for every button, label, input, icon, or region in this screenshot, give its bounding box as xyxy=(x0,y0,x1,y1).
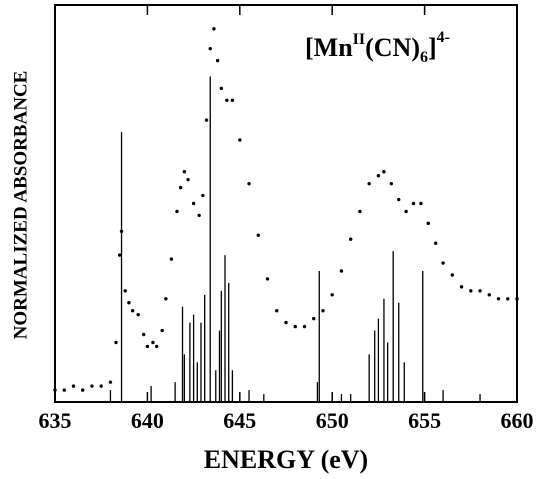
x-tick-label: 635 xyxy=(39,408,72,433)
data-point xyxy=(487,293,491,297)
x-tick-label: 650 xyxy=(316,408,349,433)
data-point xyxy=(411,201,416,206)
data-point xyxy=(53,388,57,392)
data-point xyxy=(164,297,168,301)
data-point xyxy=(186,177,190,182)
data-point xyxy=(367,181,371,186)
data-point xyxy=(238,138,242,142)
data-point xyxy=(419,201,423,206)
data-point xyxy=(256,233,260,237)
data-point xyxy=(284,320,288,325)
data-point xyxy=(230,98,235,102)
x-tick-label: 645 xyxy=(223,408,256,433)
data-point xyxy=(154,344,159,349)
annotation: [MnII(CN)6]4- xyxy=(305,29,450,66)
annotation-part: 6 xyxy=(420,49,428,66)
data-point xyxy=(81,388,85,392)
data-point xyxy=(302,324,307,329)
data-point xyxy=(389,181,394,186)
x-axis-label: ENERGY (eV) xyxy=(204,445,368,474)
x-tick-label: 655 xyxy=(408,408,441,433)
data-point xyxy=(123,289,127,293)
data-point xyxy=(208,46,212,51)
data-point xyxy=(265,277,270,281)
data-point xyxy=(108,380,113,384)
plot-frame xyxy=(54,4,518,403)
y-axis-label: NORMALIZED ABSORBANCE xyxy=(10,71,31,340)
data-point xyxy=(469,289,473,293)
data-point xyxy=(117,253,122,257)
data-point xyxy=(348,237,353,241)
data-point xyxy=(376,174,381,178)
data-point xyxy=(339,269,344,273)
data-point xyxy=(127,301,131,305)
data-point xyxy=(433,241,438,245)
data-point xyxy=(160,328,164,333)
annotation-part: ] xyxy=(428,33,437,62)
data-point xyxy=(358,209,362,214)
data-point xyxy=(275,308,279,313)
data-point xyxy=(441,261,445,265)
data-point xyxy=(197,213,201,218)
data-point xyxy=(225,98,229,102)
data-point xyxy=(178,185,183,190)
data-point xyxy=(136,312,140,317)
data-point xyxy=(145,344,150,349)
data-point xyxy=(71,384,76,388)
data-point xyxy=(404,209,408,214)
data-point xyxy=(478,289,482,293)
data-point xyxy=(212,27,216,31)
data-point xyxy=(330,293,334,297)
data-point xyxy=(142,332,146,337)
data-point xyxy=(312,316,316,321)
data-point xyxy=(426,221,430,226)
x-tick-label: 660 xyxy=(501,408,534,433)
data-point xyxy=(175,209,179,214)
data-point xyxy=(450,273,455,277)
x-tick-label: 640 xyxy=(131,408,164,433)
data-point xyxy=(99,384,103,388)
data-point xyxy=(397,197,401,202)
data-point xyxy=(204,118,209,122)
data-point xyxy=(496,297,501,301)
data-point xyxy=(62,388,66,392)
data-point xyxy=(247,181,251,186)
data-point xyxy=(515,297,519,301)
data-point xyxy=(321,308,325,313)
data-point xyxy=(293,324,297,329)
data-point xyxy=(382,170,386,174)
data-point xyxy=(506,297,510,301)
data-point xyxy=(90,384,94,388)
data-point xyxy=(114,340,118,345)
data-point xyxy=(191,201,196,206)
data-point xyxy=(459,285,464,289)
annotation-part: 4- xyxy=(437,29,450,46)
data-point xyxy=(151,340,155,345)
data-point xyxy=(215,58,220,63)
annotation-part: [Mn xyxy=(305,33,353,62)
data-point xyxy=(130,308,135,313)
data-point xyxy=(219,86,224,91)
data-point xyxy=(201,193,205,198)
data-point xyxy=(182,170,187,174)
annotation-part: (CN) xyxy=(365,33,420,62)
annotation-part: II xyxy=(353,31,365,48)
data-point xyxy=(169,257,174,261)
